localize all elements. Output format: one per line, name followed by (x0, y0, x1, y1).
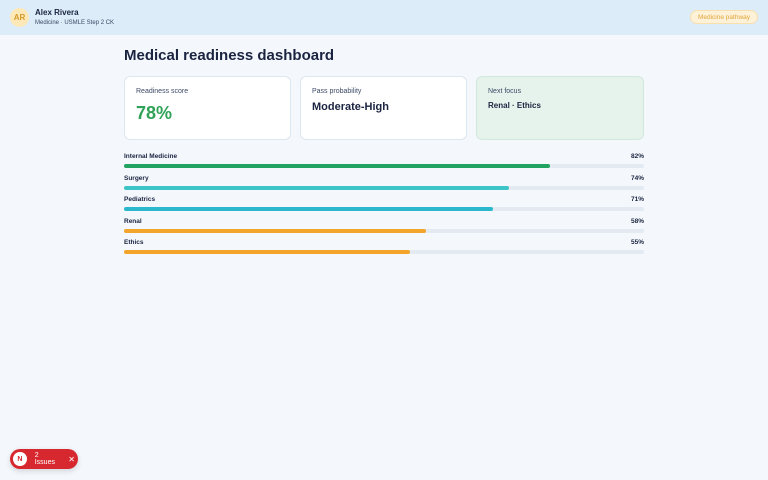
progress-fill (124, 185, 509, 190)
pathway-badge[interactable]: Medicine pathway (689, 10, 758, 24)
progress-track (124, 207, 644, 211)
issues-label: 2 Issues (34, 452, 55, 466)
subject-name: Ethics (124, 239, 144, 246)
pass-probability-value: Moderate-High (312, 101, 389, 113)
progress-fill (124, 164, 551, 168)
issues-button[interactable]: N 2 Issues ✕ (10, 449, 78, 469)
user-name: Alex Rivera (35, 8, 79, 17)
progress-fill (124, 207, 494, 211)
user-subtitle: Medicine · USMLE Step 2 CK (35, 20, 115, 26)
subject-name: Renal (124, 217, 142, 225)
progress-fill (124, 228, 426, 233)
pass-probability-card: Pass probability Moderate-High (300, 76, 467, 140)
top-bar: AR Alex Rivera Medicine · USMLE Step 2 C… (0, 0, 768, 35)
subject-row: Ethics 55% (124, 239, 644, 261)
subject-name: Pediatrics (124, 196, 156, 203)
progress-track (124, 228, 644, 233)
next-focus-label: Next focus (488, 88, 522, 95)
page-title: Medical readiness dashboard (124, 47, 335, 64)
readiness-score-card: Readiness score 78% (124, 76, 291, 140)
subject-percent: 55% (630, 239, 644, 246)
progress-track (124, 185, 644, 190)
subject-percent: 74% (630, 174, 644, 182)
subject-row: Renal 58% (124, 218, 644, 240)
subject-percent: 58% (630, 217, 644, 225)
next-focus-value: Renal · Ethics (488, 101, 541, 110)
subject-row: Pediatrics 71% (124, 196, 644, 218)
subject-percent: 82% (630, 153, 644, 160)
n-logo-icon: N (13, 452, 27, 466)
next-focus-card: Next focus Renal · Ethics (476, 76, 644, 140)
user-info: Alex Rivera Medicine · USMLE Step 2 CK (35, 7, 114, 28)
readiness-score-value: 78% (136, 103, 173, 123)
pass-probability-label: Pass probability (312, 88, 362, 95)
close-icon[interactable]: ✕ (68, 454, 75, 464)
progress-track (124, 164, 644, 168)
subject-name: Internal Medicine (124, 153, 178, 160)
progress-track (124, 250, 644, 254)
avatar[interactable]: AR (10, 8, 29, 27)
subject-name: Surgery (124, 174, 149, 182)
subject-percent: 71% (630, 196, 644, 203)
subject-row: Internal Medicine 82% (124, 153, 644, 175)
subject-progress-list: Internal Medicine 82% Surgery 74% Pediat… (124, 153, 644, 261)
progress-fill (124, 250, 410, 254)
subject-row: Surgery 74% (124, 175, 644, 197)
readiness-score-label: Readiness score (136, 88, 189, 95)
